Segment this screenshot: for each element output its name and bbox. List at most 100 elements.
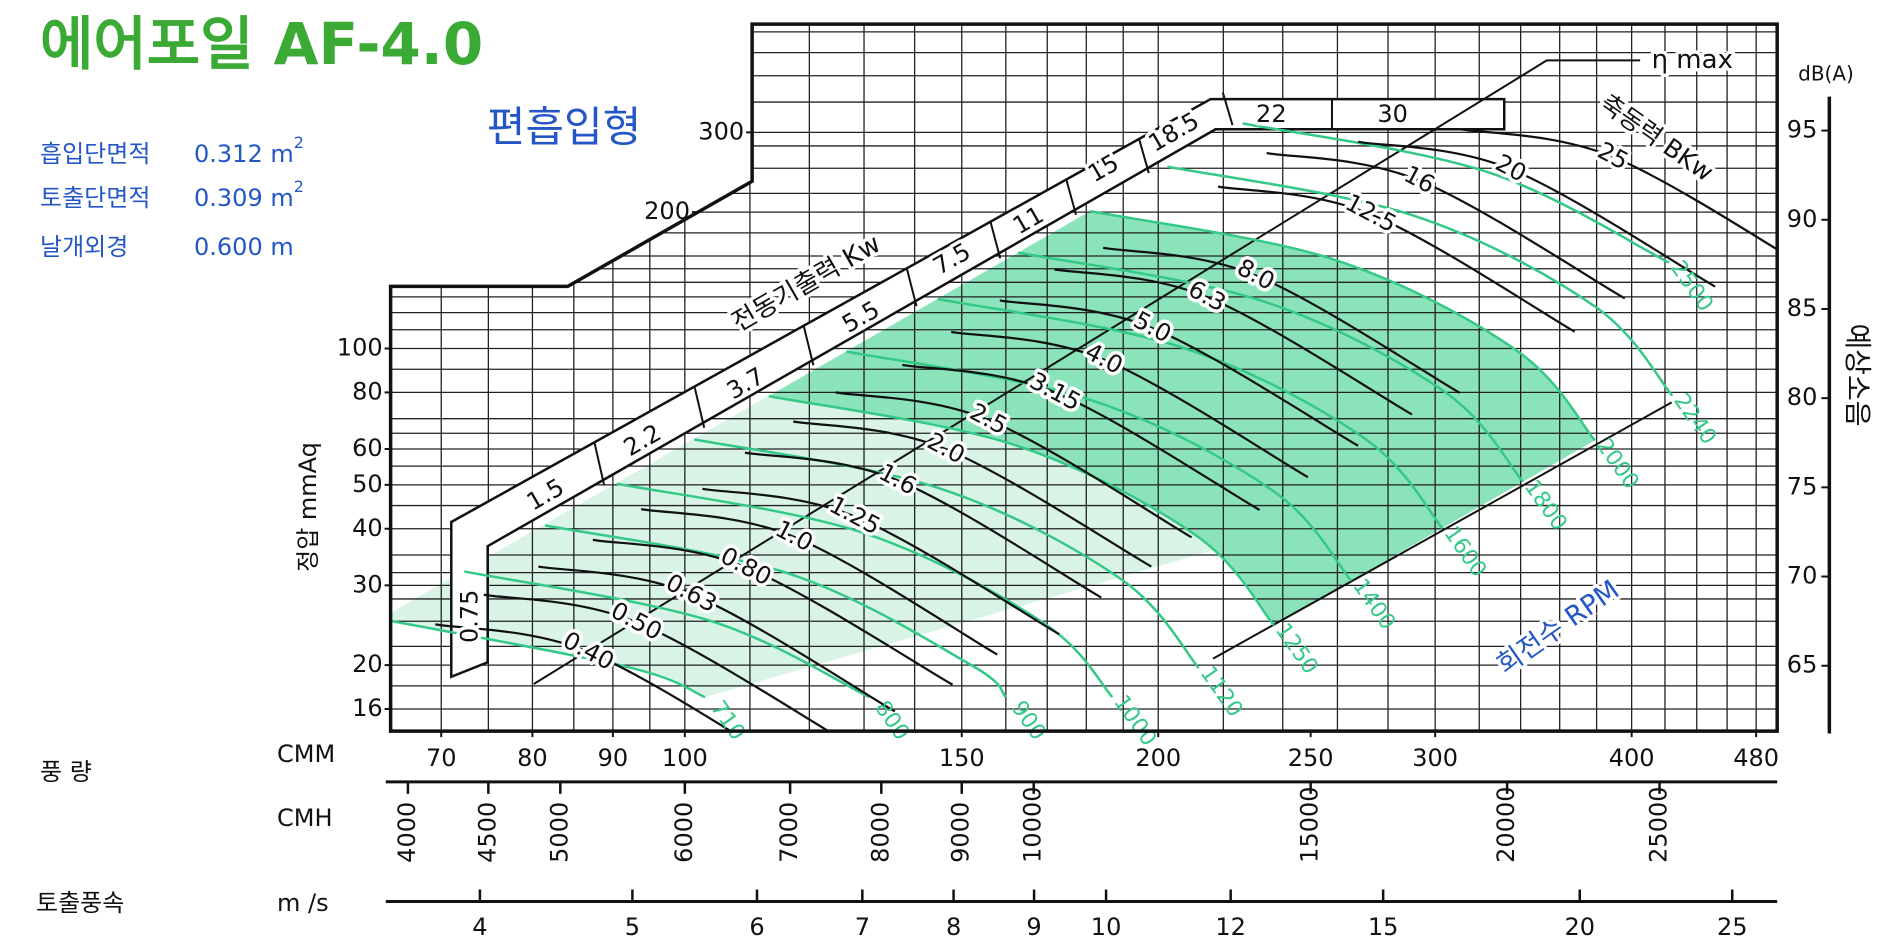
spec-label: 날개외경 — [40, 233, 128, 261]
motor-output-label: 22 — [1256, 100, 1287, 128]
band-divider — [1065, 179, 1077, 216]
rpm-label: 1400 — [1347, 574, 1400, 634]
power-curve — [1054, 268, 1413, 416]
y2-unit: dB(A) — [1798, 62, 1854, 86]
power-curve — [640, 508, 998, 656]
velocity-tick-label: 20 — [1564, 913, 1595, 941]
spec-sup: 2 — [294, 177, 304, 196]
power-curve — [835, 391, 1193, 539]
rpm-curve — [390, 617, 706, 699]
band-divider — [593, 442, 606, 486]
power-curve — [702, 487, 1060, 636]
y-tick-label: 30 — [352, 570, 383, 598]
spec-unit: m — [270, 184, 293, 212]
cmh-unit: CMH — [277, 804, 333, 832]
spec-label: 흡입단면적 — [40, 140, 150, 168]
y-axis-label: 정압 mmAq — [294, 442, 322, 572]
y2-tick-label: 70 — [1787, 562, 1818, 590]
power-curve — [793, 420, 1152, 568]
spec-value: 0.312 m2 — [194, 133, 304, 169]
spec-label: 토출단면적 — [40, 184, 150, 212]
rpm-curve — [1242, 122, 1670, 264]
cmh-tick-label: 4500 — [473, 802, 501, 863]
velocity-tick-label: 9 — [1026, 913, 1041, 941]
rpm-curve — [937, 297, 1444, 530]
cmh-tick-label: 9000 — [947, 802, 975, 863]
y2-axis-label: 예상소음 — [1841, 323, 1874, 426]
rpm-curve — [1017, 251, 1524, 483]
y2-tick-label: 90 — [1787, 205, 1818, 233]
subtitle: 편흡입형 — [487, 103, 642, 152]
power-label: 25 — [1593, 136, 1633, 175]
y-tick-label: 60 — [352, 434, 383, 462]
y-tick-label: 50 — [352, 470, 383, 498]
spec-unit: m — [270, 140, 293, 168]
rpm-line — [1212, 401, 1673, 660]
band-divider — [989, 221, 1002, 259]
plot: 0.400.500.630.801.0 1.251.62.02.53.154.05… — [337, 22, 1832, 941]
velocity-tick-label: 8 — [946, 913, 961, 941]
x-tick-label: 150 — [939, 744, 985, 772]
x-tick-label: 200 — [1135, 744, 1181, 772]
cmh-tick-label: 6000 — [670, 802, 698, 863]
x-tick-label: 70 — [426, 744, 457, 772]
power-curve — [538, 565, 896, 713]
band-divider — [802, 325, 815, 366]
power-curve — [902, 363, 1261, 511]
x-axis-label: 풍 량 — [40, 758, 92, 786]
spec-number: 0.600 — [194, 233, 263, 261]
plot-area — [390, 24, 1778, 732]
rpm-label: 1000 — [1108, 691, 1161, 751]
rpm-curve — [1167, 165, 1674, 397]
band-divider — [1221, 92, 1234, 126]
rpm-curve — [846, 350, 1353, 582]
power-curve — [1217, 185, 1576, 333]
y-tick-label: 16 — [352, 694, 383, 722]
band-divider — [693, 386, 706, 428]
y2-tick-label: 65 — [1787, 651, 1818, 679]
spec-sup: 2 — [294, 133, 304, 152]
power-curve — [999, 299, 1359, 447]
cmh-tick-label: 7000 — [775, 802, 803, 863]
power-curve — [951, 330, 1309, 479]
plot-frame — [388, 22, 1779, 733]
velocity-tick-label: 4 — [472, 913, 487, 941]
eta-max-line — [533, 59, 1641, 685]
rpm-label: 2240 — [1668, 389, 1721, 449]
x-tick-label: 480 — [1733, 744, 1779, 772]
velocity-tick-label: 6 — [749, 913, 764, 941]
y2-tick-label: 75 — [1787, 472, 1818, 500]
x-unit: CMM — [277, 740, 335, 768]
power-curve — [1357, 140, 1716, 288]
rpm-curve — [694, 438, 1200, 669]
cmh-tick-label: 20000 — [1492, 786, 1520, 862]
power-curve — [1459, 128, 1778, 276]
y-tick-label: 40 — [352, 514, 383, 542]
rpm-label: 800 — [869, 696, 914, 745]
velocity-unit: m /s — [277, 889, 329, 917]
cmh-tick-label: 25000 — [1645, 786, 1673, 862]
x-tick-label: 100 — [662, 744, 708, 772]
power-curve — [435, 623, 793, 732]
spec-unit: m — [270, 233, 293, 261]
power-curve — [483, 593, 844, 732]
velocity-tick-label: 10 — [1091, 913, 1122, 941]
velocity-tick-label: 5 — [625, 913, 640, 941]
chart-title: 에어포일 AF-4.0 — [40, 10, 483, 78]
power-label: 12.5 — [1341, 188, 1401, 238]
eta-label: η max — [1652, 45, 1733, 75]
motor-output-label: 0.75 — [456, 590, 484, 643]
cmh-tick-label: 15000 — [1296, 786, 1324, 862]
cmh-tick-label: 5000 — [545, 802, 573, 863]
power-label: 20 — [1491, 149, 1531, 188]
x-tick-label: 250 — [1288, 744, 1334, 772]
rpm-curve — [464, 570, 870, 699]
spec-number: 0.312 — [194, 140, 263, 168]
rpm-curve — [1089, 209, 1596, 442]
velocity-tick-label: 25 — [1717, 913, 1748, 941]
x-tick-label: 400 — [1609, 744, 1655, 772]
spec-value: 0.600 m — [194, 233, 294, 261]
cmh-tick-label: 4000 — [393, 802, 421, 863]
power-curve — [592, 538, 954, 686]
x-tick-label: 300 — [1412, 744, 1458, 772]
